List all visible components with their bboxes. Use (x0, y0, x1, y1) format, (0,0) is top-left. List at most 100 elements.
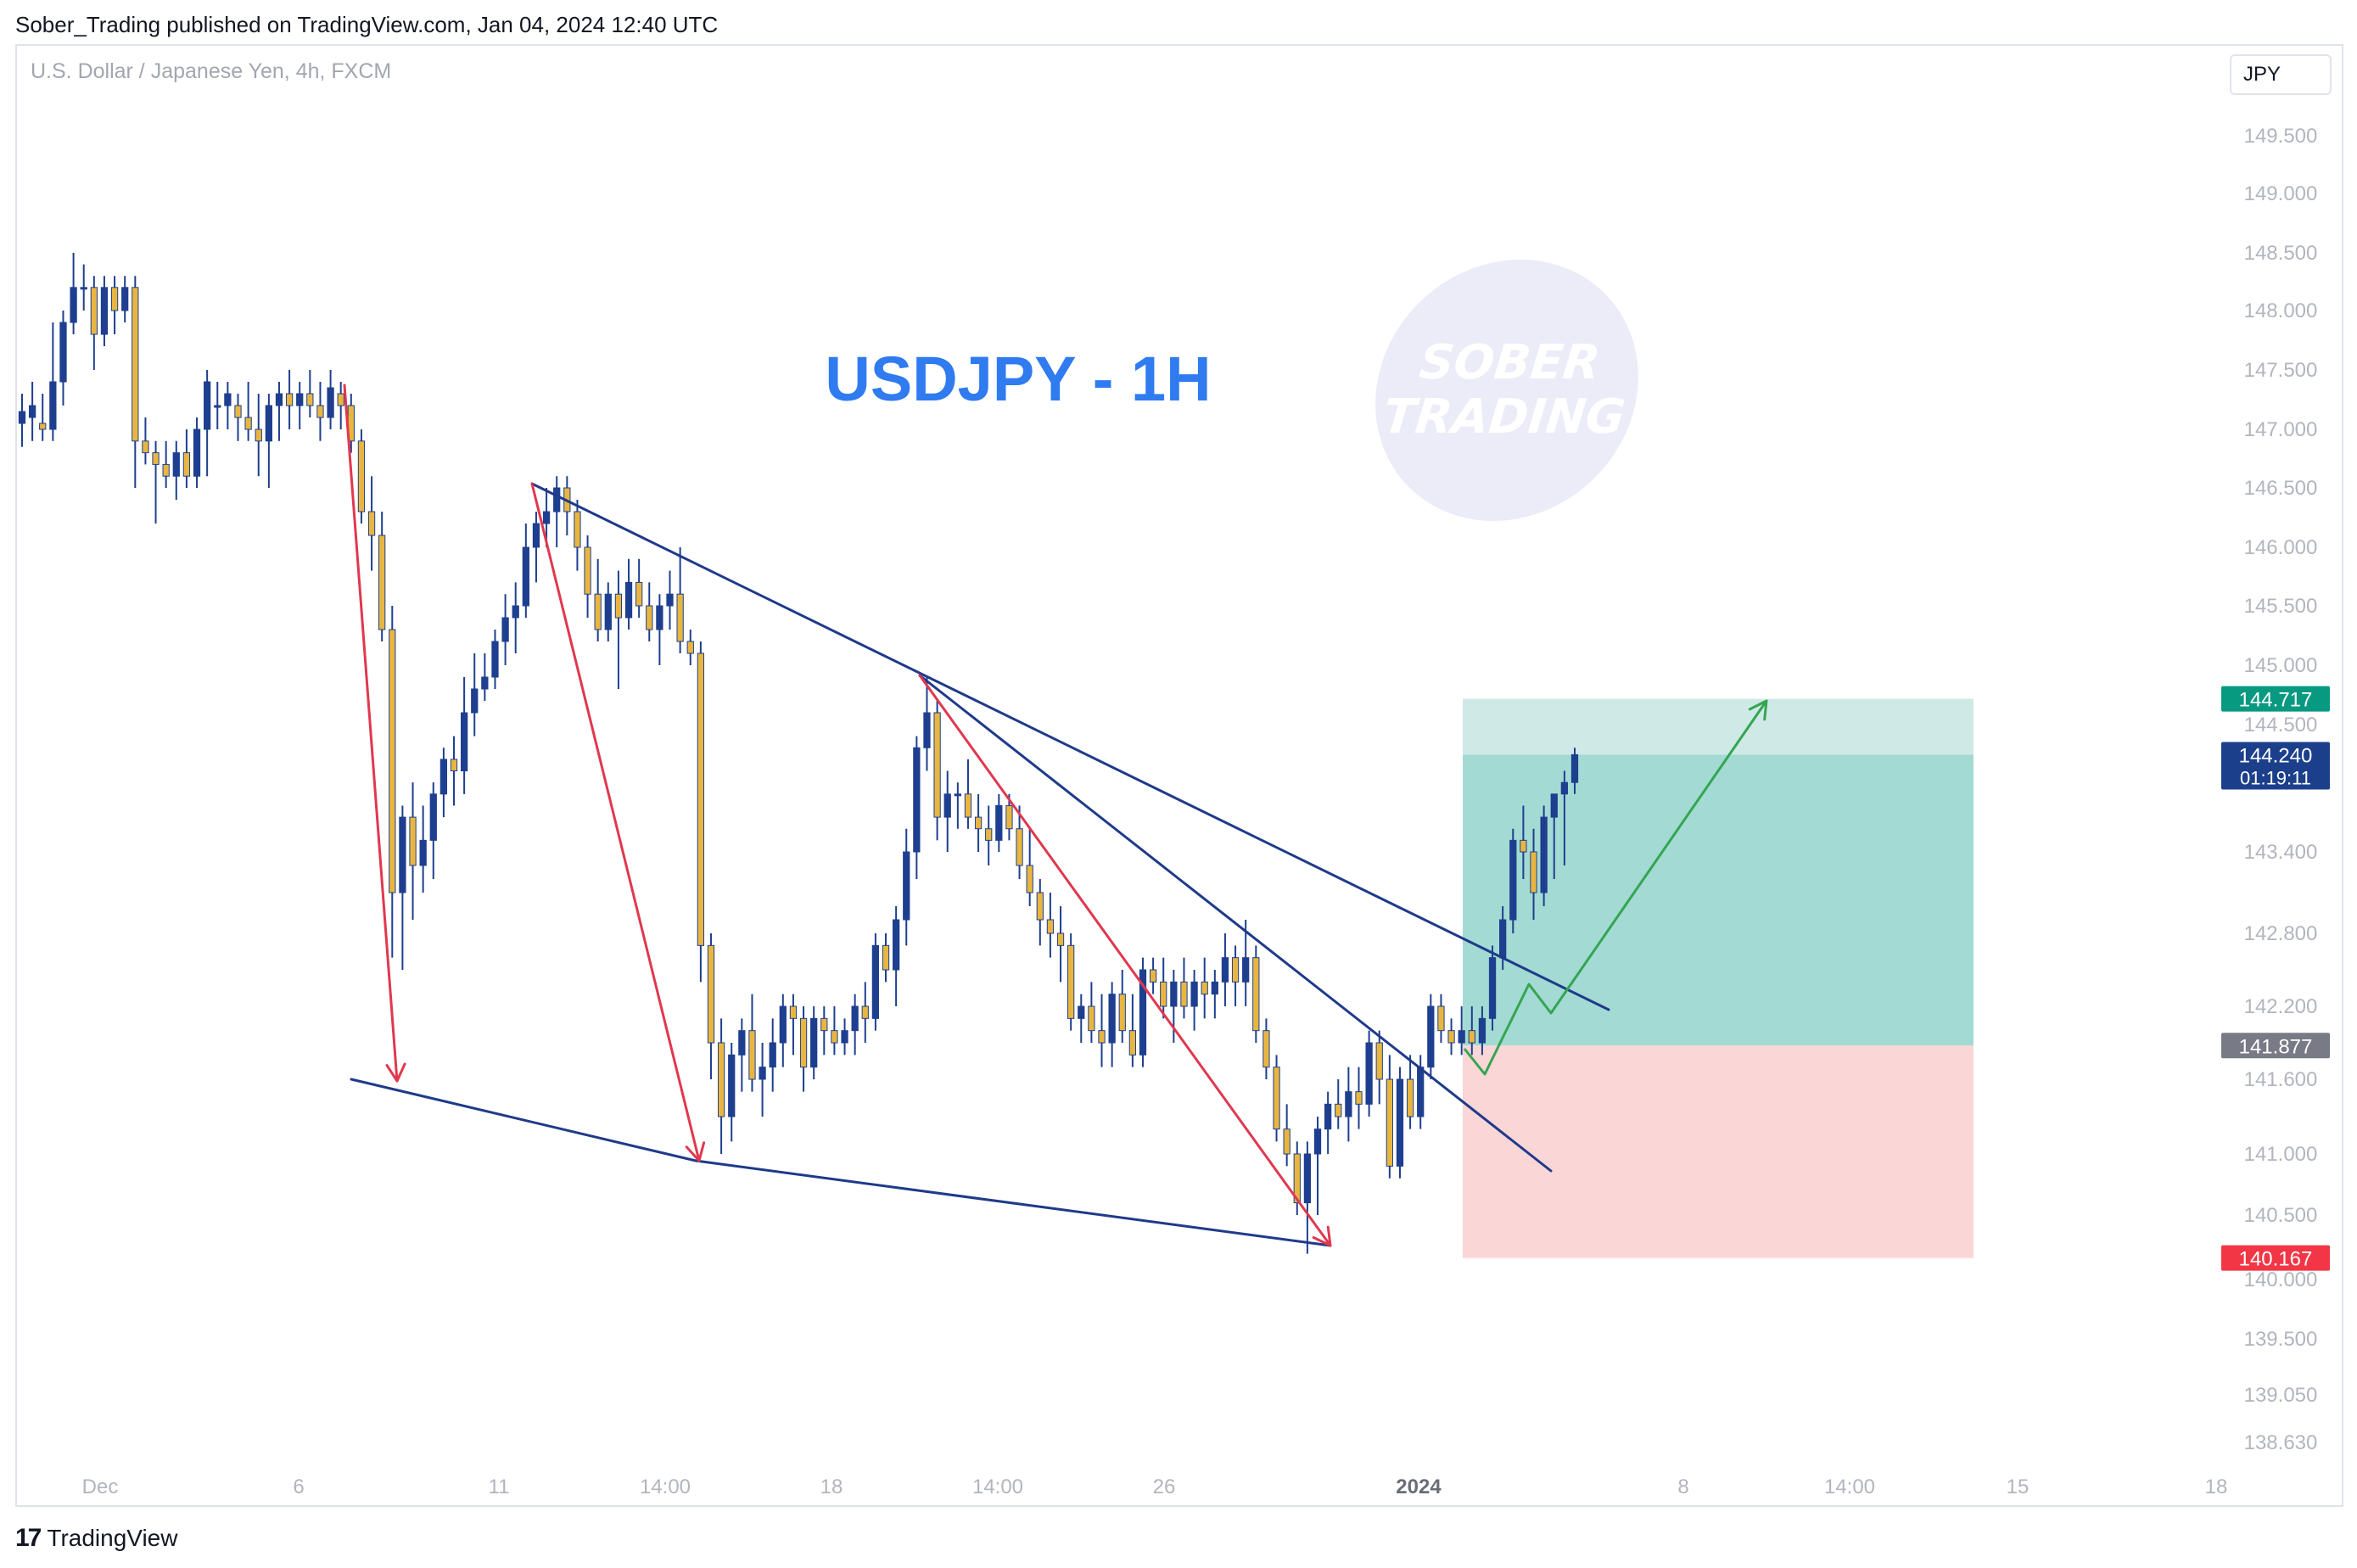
candle (1509, 828, 1517, 933)
candle (367, 476, 376, 571)
candle (584, 535, 591, 618)
candle-body (450, 759, 458, 772)
candle (296, 382, 304, 429)
candle-body (697, 652, 705, 946)
candle-body (1406, 1078, 1414, 1117)
candle-body (594, 593, 602, 630)
candle (491, 630, 499, 689)
price-tick-label: 140.500 (2244, 1204, 2318, 1227)
candle-body (1458, 1030, 1465, 1044)
candle (923, 677, 931, 771)
candle (327, 370, 334, 429)
candle-body (296, 393, 304, 406)
candle-body (913, 747, 921, 853)
candle-body (1550, 793, 1558, 818)
candle-body (1231, 957, 1240, 983)
candle (80, 264, 87, 311)
price-axis: 149.500 149.000 148.500 148.000 147.500 147.0… (2244, 125, 2318, 1454)
candle-body (244, 417, 252, 430)
candle-body (59, 322, 67, 383)
candle (851, 994, 859, 1056)
candle-body (1560, 781, 1569, 795)
candle (1026, 828, 1033, 906)
candle (172, 440, 180, 500)
candle-body (419, 839, 427, 866)
candle (1108, 982, 1116, 1067)
candle-body (255, 428, 262, 442)
candle-body (337, 393, 344, 406)
candle (1098, 994, 1106, 1067)
arrow-head-side (697, 1141, 706, 1162)
candle-body (152, 452, 160, 465)
candle-body (172, 452, 180, 477)
candle-body (214, 405, 221, 408)
candle-body (481, 676, 489, 690)
stop-loss-zone (1463, 1045, 1973, 1258)
candle-body (759, 1067, 766, 1080)
price-tick-label: 147.000 (2244, 418, 2318, 441)
candle (265, 394, 272, 488)
candle-body (1324, 1103, 1332, 1130)
candle (676, 547, 684, 653)
candle-body (686, 641, 694, 654)
time-tick-label: 8 (1677, 1476, 1688, 1498)
candle (759, 1043, 766, 1117)
candle (1273, 1055, 1280, 1142)
tradingview-logo-text: TradingView (47, 1525, 178, 1551)
time-tick-label: 14:00 (640, 1476, 691, 1498)
candle (389, 606, 396, 958)
candle (1560, 770, 1569, 865)
candle-body (964, 793, 972, 818)
candle-body (646, 605, 653, 630)
price-tick-label: 138.630 (2244, 1431, 2318, 1454)
price-tick-label: 140.000 (2244, 1268, 2318, 1291)
price-label-target: 144.717 (2221, 686, 2330, 712)
candle-body (90, 287, 98, 335)
currency-selector[interactable]: JPY (2230, 54, 2332, 95)
candle (1520, 805, 1527, 879)
watermark-line-1: SOBER (1417, 335, 1603, 390)
candle (1478, 1006, 1486, 1056)
candle (974, 793, 983, 852)
candle-body (1098, 1030, 1106, 1044)
candle-body (1160, 981, 1167, 1007)
candle (903, 828, 910, 946)
price-label-box (2221, 686, 2330, 712)
candle-body (769, 1042, 776, 1068)
candle (707, 933, 715, 1079)
candle (100, 276, 109, 346)
candle-body (851, 1005, 859, 1032)
candle (224, 382, 232, 429)
price-tick-label: 141.600 (2244, 1068, 2318, 1091)
price-tick-label: 139.500 (2244, 1328, 2318, 1351)
support-trendline-1 (350, 1078, 697, 1162)
candle-body (624, 581, 633, 619)
candle (90, 276, 98, 370)
candle (1190, 970, 1198, 1031)
price-tick-label: 149.000 (2244, 182, 2318, 205)
candle (1406, 1055, 1414, 1129)
red-arrow-2-head (685, 1141, 706, 1162)
candle-body (1386, 1078, 1393, 1167)
price-label-text: 144.240 (2239, 744, 2313, 767)
time-tick-label: Dec (82, 1476, 119, 1498)
candle (275, 382, 283, 441)
candle-body (1375, 1042, 1383, 1080)
candle (1262, 1018, 1270, 1079)
candle (255, 394, 262, 477)
arrow-head-side (685, 1145, 701, 1162)
candle (553, 476, 561, 547)
red-arrow-3-head (1312, 1225, 1332, 1247)
candle-body (933, 712, 941, 818)
tradingview-logo[interactable]: 17 TradingView (15, 1524, 177, 1553)
candle-body (460, 712, 468, 772)
candle-body (1417, 1067, 1425, 1117)
candle (810, 1006, 818, 1079)
chart-frame[interactable] (15, 44, 2343, 1507)
candle (1252, 945, 1260, 1043)
candle-body (553, 487, 561, 512)
candle-body (943, 793, 951, 818)
candle (419, 805, 427, 893)
candle-body (1252, 957, 1260, 1032)
